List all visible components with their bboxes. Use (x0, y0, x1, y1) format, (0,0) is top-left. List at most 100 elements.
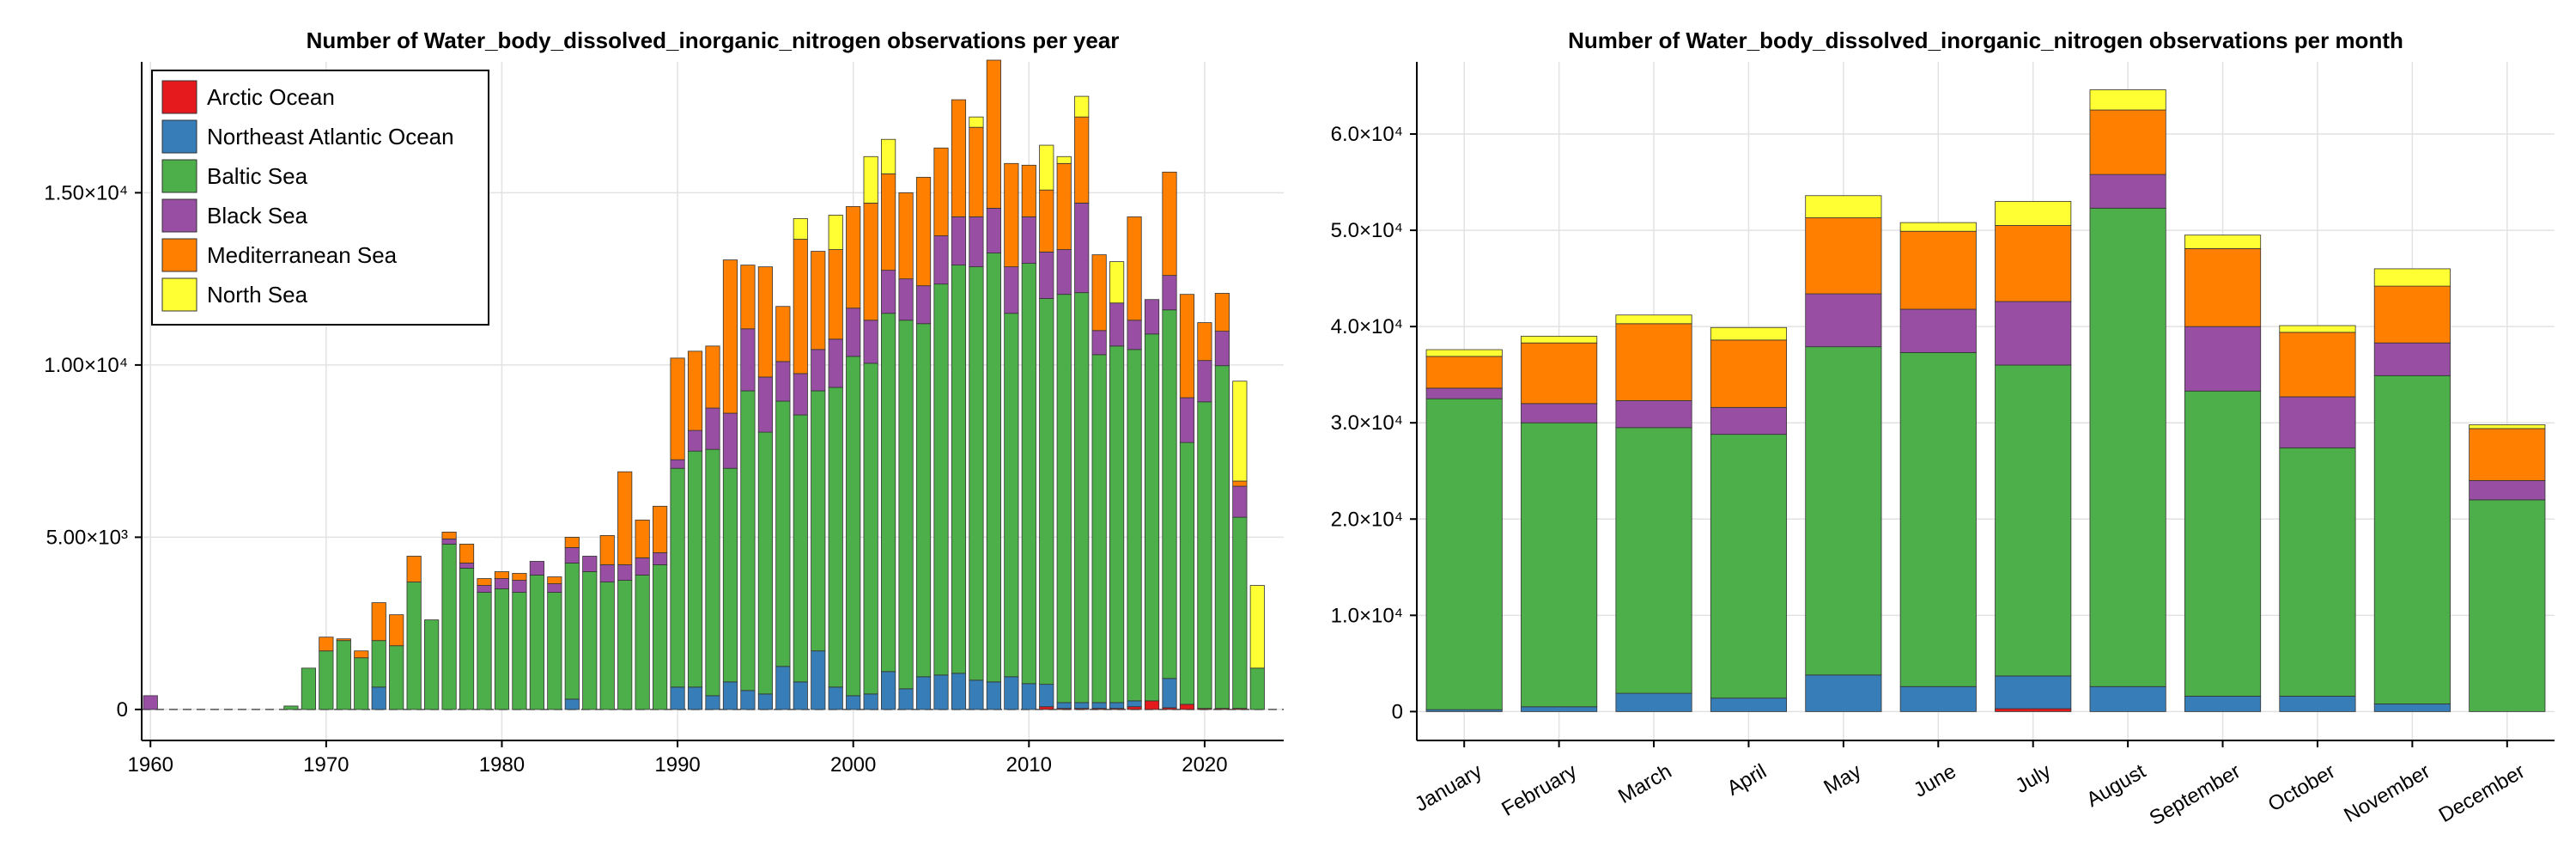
bar-segment-baltic-sea-2015 (1109, 345, 1125, 704)
bar-segment-black-sea-2008 (986, 208, 1001, 253)
bar-segment-northeast-atlantic-ocean-march (1615, 692, 1692, 712)
bar-segment-northeast-atlantic-ocean-november (2373, 704, 2451, 712)
bar-segment-baltic-sea-1983 (547, 592, 562, 710)
bar-segment-baltic-sea-2002 (881, 313, 896, 673)
bar-segment-baltic-sea-march (1615, 427, 1692, 694)
bar-segment-north-sea-august (2089, 89, 2166, 111)
bar-segment-baltic-sea-2020 (1197, 401, 1212, 710)
bar-segment-mediterranean-sea-1987 (617, 471, 633, 565)
bar-segment-baltic-sea-2008 (986, 253, 1001, 683)
bar-segment-mediterranean-sea-1970 (319, 637, 334, 652)
bar-segment-mediterranean-sea-2005 (933, 147, 949, 236)
y-tick-label: 6.0×10⁴ (1331, 123, 1403, 146)
bar-segment-mediterranean-sea-october (2279, 332, 2356, 398)
bar-segment-baltic-sea-july (1995, 364, 2072, 677)
bar-segment-mediterranean-sea-1975 (406, 556, 422, 582)
bar-segment-baltic-sea-1995 (757, 431, 773, 695)
legend-swatch-north-sea (161, 277, 197, 312)
bar-segment-northeast-atlantic-ocean-1973 (371, 686, 386, 710)
bar-segment-baltic-sea-2022 (1232, 516, 1248, 710)
y-tick-label: 4.0×10⁴ (1331, 315, 1403, 338)
bar-segment-north-sea-february (1521, 335, 1598, 344)
bar-segment-mediterranean-sea-1983 (547, 576, 562, 584)
bar-segment-northeast-atlantic-ocean-2016 (1127, 700, 1142, 708)
bar-segment-north-sea-october (2279, 325, 2356, 333)
bar-segment-black-sea-2014 (1091, 330, 1107, 356)
bar-segment-northeast-atlantic-ocean-july (1995, 675, 2072, 710)
bar-segment-black-sea-1988 (635, 557, 650, 576)
y-tick-label: 5.00×10³ (46, 526, 128, 549)
x-tick-label: 1960 (128, 753, 173, 777)
bar-segment-black-sea-2000 (846, 308, 861, 357)
bar-segment-black-sea-december (2469, 480, 2546, 501)
bar-segment-black-sea-1998 (811, 349, 826, 392)
bar-segment-black-sea-1991 (687, 430, 703, 452)
bar-segment-black-sea-2003 (898, 278, 914, 321)
bar-segment-baltic-sea-december (2469, 499, 2546, 712)
bar-segment-mediterranean-sea-2001 (863, 203, 878, 321)
bar-segment-mediterranean-sea-1994 (740, 265, 756, 330)
bar-segment-black-sea-july (1995, 301, 2072, 366)
bar-segment-baltic-sea-1969 (301, 667, 316, 710)
bar-segment-black-sea-1994 (740, 328, 756, 392)
bar-segment-black-sea-2007 (969, 216, 984, 268)
bar-segment-mediterranean-sea-december (2469, 428, 2546, 481)
bar-segment-mediterranean-sea-august (2089, 109, 2166, 175)
y-tick-label: 5.0×10⁴ (1331, 219, 1403, 242)
bar-segment-northeast-atlantic-ocean-1994 (740, 690, 756, 710)
bar-segment-mediterranean-sea-2009 (1004, 162, 1019, 268)
bar-segment-baltic-sea-1989 (653, 564, 668, 710)
bar-segment-baltic-sea-november (2373, 375, 2451, 704)
bar-segment-baltic-sea-1970 (319, 650, 334, 710)
bar-segment-black-sea-2015 (1109, 302, 1125, 347)
x-tick-label: 1990 (654, 753, 700, 777)
y-tick-label: 1.0×10⁴ (1331, 604, 1403, 627)
bar-segment-north-sea-1997 (793, 218, 808, 240)
bar-segment-black-sea-2005 (933, 235, 949, 285)
y-tick-label: 0 (117, 698, 128, 722)
bar-segment-northeast-atlantic-ocean-1984 (564, 698, 580, 710)
bar-segment-baltic-sea-1994 (740, 390, 756, 691)
bar-segment-mediterranean-sea-2020 (1197, 322, 1212, 362)
bar-segment-northeast-atlantic-ocean-2002 (881, 671, 896, 710)
bar-segment-mediterranean-sea-1991 (687, 350, 703, 431)
bar-segment-baltic-sea-2018 (1162, 309, 1177, 679)
bar-segment-mediterranean-sea-1989 (653, 505, 668, 553)
bar-segment-northeast-atlantic-ocean-2018 (1162, 678, 1177, 709)
bar-segment-mediterranean-sea-1977 (441, 531, 457, 539)
bar-segment-black-sea-2012 (1056, 249, 1072, 295)
bar-segment-baltic-sea-2011 (1039, 298, 1054, 685)
x-tick-label-march: March (1614, 759, 1675, 808)
x-tick-label: 1970 (303, 753, 349, 777)
bar-segment-northeast-atlantic-ocean-2000 (846, 695, 861, 710)
bar-segment-mediterranean-sea-june (1899, 230, 1977, 310)
bar-segment-mediterranean-sea-1979 (477, 578, 492, 586)
bar-segment-northeast-atlantic-ocean-1990 (670, 686, 685, 710)
bar-segment-black-sea-february (1521, 403, 1598, 423)
bar-segment-north-sea-2001 (863, 155, 878, 204)
bar-segment-northeast-atlantic-ocean-october (2279, 696, 2356, 712)
bar-segment-northeast-atlantic-ocean-2009 (1004, 676, 1019, 710)
bar-segment-baltic-sea-1977 (441, 544, 457, 710)
bar-segment-baltic-sea-1971 (336, 640, 351, 710)
bar-segment-black-sea-1999 (828, 338, 843, 388)
bar-segment-black-sea-2017 (1144, 299, 1160, 335)
bar-segment-northeast-atlantic-ocean-1996 (775, 666, 791, 710)
bar-segment-north-sea-april (1710, 326, 1788, 341)
bar-segment-mediterranean-sea-2018 (1162, 171, 1177, 277)
bar-segment-mediterranean-sea-2006 (951, 99, 967, 217)
bar-segment-north-sea-2022 (1232, 381, 1248, 482)
monthly-observations-chart: January February March April May June July Augu… (1331, 27, 2555, 830)
bar-segment-baltic-sea-1978 (459, 568, 475, 710)
bar-segment-black-sea-1982 (529, 561, 544, 576)
x-tick-label-may: May (1820, 759, 1866, 799)
bar-segment-baltic-sea-1982 (529, 575, 544, 710)
bar-segment-baltic-sea-2000 (846, 356, 861, 697)
bar-segment-mediterranean-sea-2004 (915, 176, 932, 287)
bar-segment-baltic-sea-1979 (477, 592, 492, 710)
bar-segment-north-sea-july (1995, 201, 2072, 226)
bar-segment-baltic-sea-october (2279, 447, 2356, 697)
bar-segment-baltic-sea-2010 (1021, 263, 1036, 685)
bar-segment-black-sea-may (1805, 293, 1882, 348)
legend-swatch-northeast-atlantic-ocean (161, 119, 197, 154)
